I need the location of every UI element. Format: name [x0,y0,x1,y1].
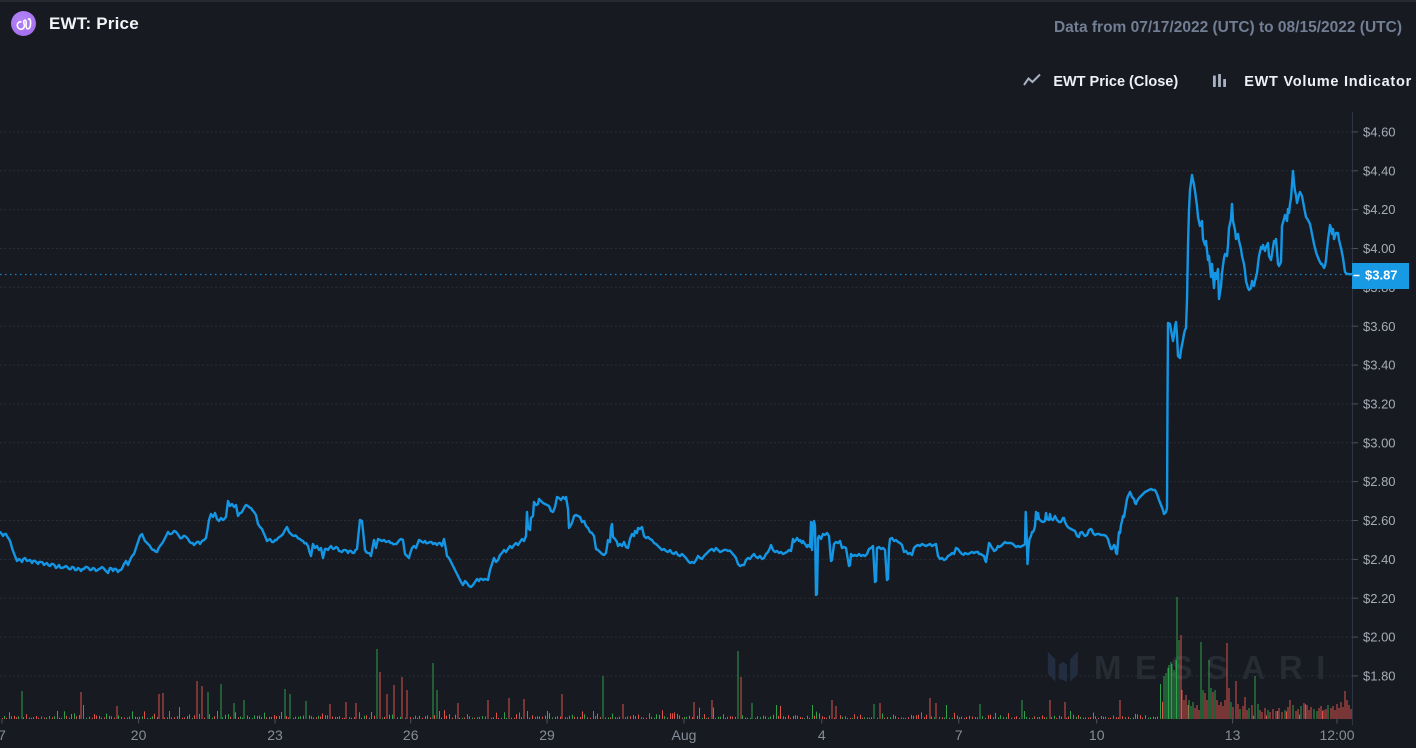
svg-text:12:00: 12:00 [1319,727,1354,743]
svg-text:20: 20 [131,727,147,743]
svg-text:7: 7 [0,727,6,743]
svg-text:$2.60: $2.60 [1363,513,1396,528]
svg-text:13: 13 [1225,727,1241,743]
svg-text:7: 7 [955,727,963,743]
svg-text:$1.80: $1.80 [1363,669,1396,684]
svg-text:$3.60: $3.60 [1363,319,1396,334]
svg-text:$3.20: $3.20 [1363,397,1396,412]
svg-text:$4.40: $4.40 [1363,163,1396,178]
svg-text:$4.60: $4.60 [1363,125,1396,140]
svg-text:$4.20: $4.20 [1363,202,1396,217]
svg-text:Aug: Aug [672,727,697,743]
svg-text:$2.00: $2.00 [1363,630,1396,645]
svg-text:$2.20: $2.20 [1363,591,1396,606]
svg-text:26: 26 [403,727,419,743]
svg-text:4: 4 [818,727,826,743]
svg-text:$3.00: $3.00 [1363,435,1396,450]
svg-text:$3.40: $3.40 [1363,358,1396,373]
svg-text:29: 29 [539,727,555,743]
svg-text:$3.87: $3.87 [1365,268,1398,283]
svg-text:$2.80: $2.80 [1363,474,1396,489]
svg-text:MESSARI: MESSARI [1094,649,1339,686]
svg-text:$4.00: $4.00 [1363,241,1396,256]
svg-text:$2.40: $2.40 [1363,552,1396,567]
svg-text:10: 10 [1089,727,1105,743]
svg-text:23: 23 [267,727,283,743]
